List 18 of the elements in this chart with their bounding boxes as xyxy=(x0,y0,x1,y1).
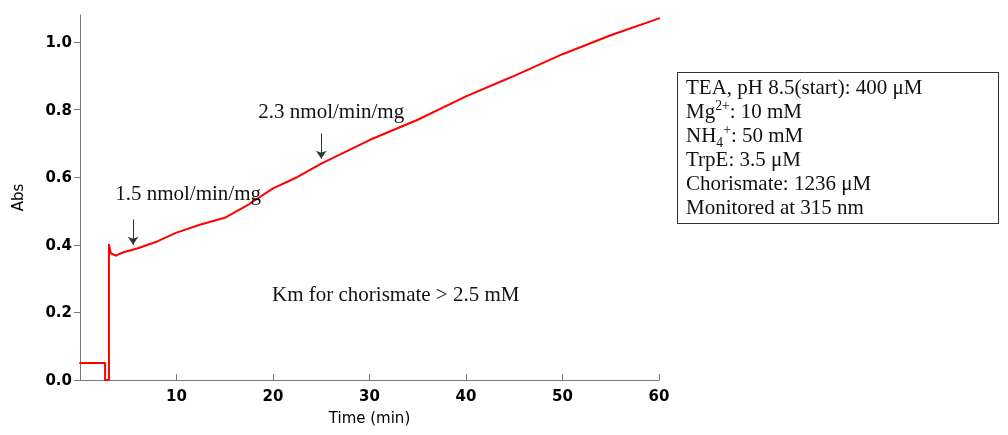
x-tick-label: 40 xyxy=(455,386,477,405)
annotation: 2.3 nmol/min/mg xyxy=(258,98,405,123)
annotation: Km for chorismate > 2.5 mM xyxy=(272,281,520,306)
y-tick-label: 0.0 xyxy=(45,371,72,389)
y-axis-title: Abs xyxy=(8,183,27,212)
text: TEA, pH 8.5(start): 400 μM Mg$^{2+}$: 10 mM NH$_{4}$$^{+}$: 50 mM TrpE: 3.5 μM Chorismate: 1236 μM Monitored at 315 nm xyxy=(686,75,923,219)
y-tick-label: 0.8 xyxy=(45,100,72,119)
x-tick-label: 30 xyxy=(359,386,380,405)
y-tick-label: 0.4 xyxy=(45,235,72,254)
x-tick-label: 60 xyxy=(648,386,670,405)
annotation: 1.5 nmol/min/mg xyxy=(115,180,262,205)
y-tick-label: 1.0 xyxy=(45,33,72,52)
x-tick-label: 50 xyxy=(552,386,573,405)
y-tick-label: 0.6 xyxy=(45,168,72,187)
y-tick-label: 0.2 xyxy=(45,303,72,322)
x-tick-label: 20 xyxy=(262,386,284,405)
x-axis-title: Time (min) xyxy=(327,408,411,427)
x-tick-label: 10 xyxy=(166,386,187,405)
